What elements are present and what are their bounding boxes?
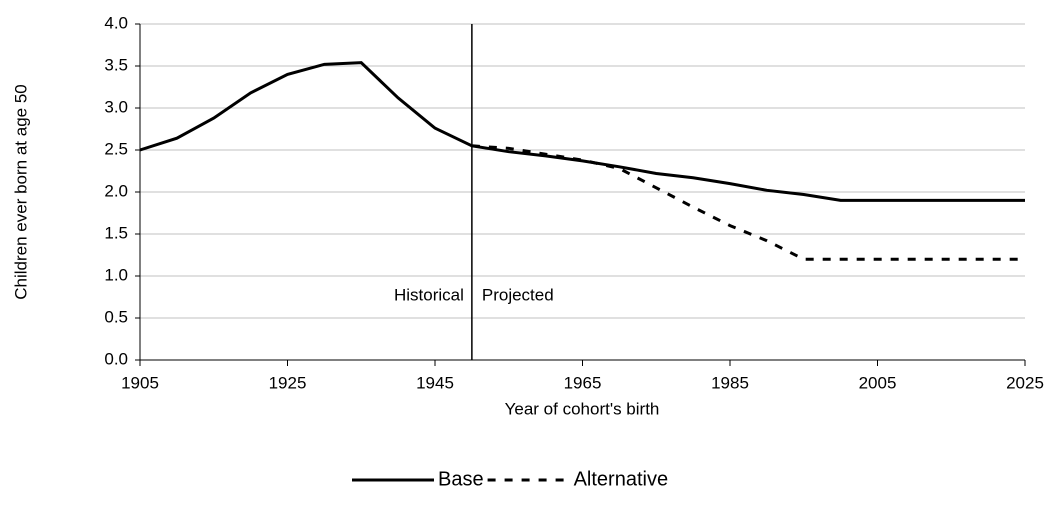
x-tick-label: 1905 [121,373,159,392]
divider-right-label: Projected [482,285,554,304]
x-tick-label: 2005 [859,373,897,392]
x-tick-label: 1965 [564,373,602,392]
series-line [471,144,1025,261]
x-tick-label: 1945 [416,373,454,392]
y-tick-label: 1.5 [104,223,128,242]
x-axis-label: Year of cohort's birth [505,399,660,418]
y-tick-label: 1.0 [104,265,128,284]
x-tick-label: 2025 [1006,373,1044,392]
x-tick-label: 1985 [711,373,749,392]
series-line [139,61,1025,202]
y-tick-label: 3.5 [104,55,128,74]
legend-label: Base [438,468,484,490]
y-tick-label: 2.0 [104,181,128,200]
y-tick-label: 0.5 [104,307,128,326]
legend-label: Alternative [574,468,669,490]
y-tick-label: 0.0 [104,349,128,368]
x-tick-label: 1925 [269,373,307,392]
y-tick-label: 4.0 [104,13,128,32]
y-tick-label: 3.0 [104,97,128,116]
y-tick-label: 2.5 [104,139,128,158]
divider-left-label: Historical [394,285,464,304]
y-axis-label: Children ever born at age 50 [11,84,30,299]
